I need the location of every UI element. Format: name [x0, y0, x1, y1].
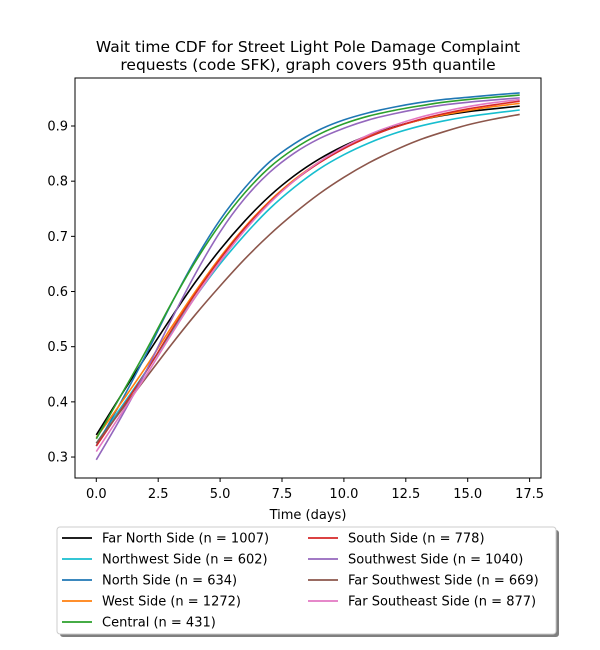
x-tick-label: 12.5 [391, 487, 420, 502]
series-line-6 [95, 97, 520, 461]
y-tick-label: 0.7 [47, 230, 68, 245]
x-tick-label: 2.5 [148, 487, 169, 502]
series-line-7 [95, 113, 520, 444]
legend-label-6: Southwest Side (n = 1040) [348, 553, 523, 568]
legend-label-7: Far Southwest Side (n = 669) [348, 574, 539, 589]
x-tick-label: 7.5 [272, 487, 293, 502]
legend-label-2: North Side (n = 634) [102, 574, 237, 589]
legend-box [56, 526, 557, 635]
plot-area: 0.0 2.5 5.0 7.5 10.0 12.5 15.0 17.5 0.3 0.4 0.5 0.6… [47, 77, 544, 502]
legend-label-4: Central (n = 431) [102, 616, 216, 631]
x-tick-label: 15.0 [453, 487, 482, 502]
legend: Far North Side (n = 1007) Northwest Side … [56, 526, 559, 637]
x-tick-label: 5.0 [210, 487, 231, 502]
y-tick-label: 0.9 [47, 120, 68, 135]
y-tick-label: 0.3 [47, 451, 68, 466]
legend-label-0: Far North Side (n = 1007) [102, 532, 269, 547]
x-tick-label: 0.0 [86, 487, 107, 502]
legend-label-3: West Side (n = 1272) [102, 595, 241, 610]
series-line-8 [95, 98, 520, 452]
legend-label-8: Far Southeast Side (n = 877) [348, 595, 536, 610]
legend-label-5: South Side (n = 778) [348, 532, 485, 547]
y-tick-label: 0.6 [47, 285, 68, 300]
y-tick-label: 0.4 [47, 395, 68, 410]
x-tick-label: 17.5 [515, 487, 544, 502]
chart-title-line-2: requests (code SFK), graph covers 95th q… [120, 56, 495, 74]
chart-title-line-1: Wait time CDF for Street Light Pole Dama… [96, 38, 520, 56]
x-tick-label: 10.0 [329, 487, 358, 502]
series-line-4 [95, 94, 520, 440]
y-tick-label: 0.5 [47, 340, 68, 355]
legend-label-1: Northwest Side (n = 602) [102, 553, 268, 568]
x-axis-label: Time (days) [269, 508, 347, 523]
axes-frame [74, 77, 542, 479]
y-tick-label: 0.8 [47, 175, 68, 190]
